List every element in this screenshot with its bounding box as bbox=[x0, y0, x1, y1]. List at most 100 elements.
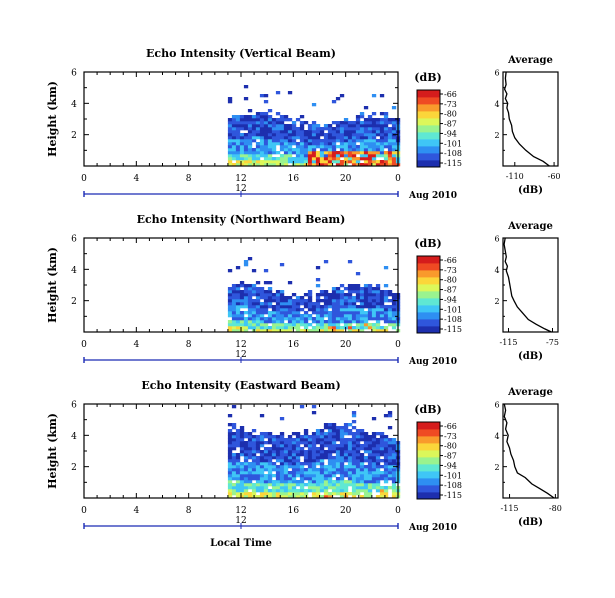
echo-cell bbox=[227, 459, 233, 463]
echo-cell bbox=[351, 287, 357, 291]
echo-cell bbox=[271, 151, 277, 155]
echo-cell bbox=[275, 480, 281, 484]
echo-cell bbox=[355, 163, 361, 167]
echo-cell bbox=[295, 468, 301, 472]
echo-cell bbox=[287, 148, 293, 152]
echo-cell bbox=[279, 483, 285, 487]
echo-cell bbox=[387, 118, 393, 122]
echo-cell bbox=[335, 480, 341, 484]
y-axis-label: Height (km) bbox=[46, 247, 59, 323]
echo-cell bbox=[359, 462, 365, 466]
echo-cell bbox=[367, 453, 373, 457]
echo-cell bbox=[251, 429, 257, 433]
echo-cell bbox=[259, 483, 265, 487]
echo-cell bbox=[379, 94, 385, 98]
echo-cell bbox=[275, 124, 281, 128]
echo-cell bbox=[343, 302, 349, 306]
echo-cell bbox=[347, 260, 353, 264]
echo-cell bbox=[359, 302, 365, 306]
echo-cell bbox=[227, 441, 233, 445]
echo-cell bbox=[227, 462, 233, 466]
echo-cell bbox=[279, 163, 285, 167]
echo-cell bbox=[387, 142, 393, 146]
echo-cell bbox=[315, 151, 321, 155]
echo-cell bbox=[247, 302, 253, 306]
echo-cell bbox=[299, 314, 305, 318]
echo-cell bbox=[347, 296, 353, 300]
echo-cell bbox=[251, 471, 257, 475]
echo-cell bbox=[331, 127, 337, 131]
echo-cell bbox=[287, 453, 293, 457]
echo-cell bbox=[375, 477, 381, 481]
echo-cell bbox=[275, 465, 281, 469]
echo-cell bbox=[307, 465, 313, 469]
echo-cell bbox=[315, 127, 321, 131]
echo-cell bbox=[351, 471, 357, 475]
echo-cell bbox=[347, 438, 353, 442]
echo-cell bbox=[279, 296, 285, 300]
echo-cell bbox=[279, 308, 285, 312]
echo-cell bbox=[231, 145, 237, 149]
echo-cell bbox=[275, 142, 281, 146]
echo-cell bbox=[355, 133, 361, 137]
echo-cell bbox=[359, 495, 365, 499]
echo-cell bbox=[259, 435, 265, 439]
echo-cell bbox=[359, 438, 365, 442]
echo-cell bbox=[371, 148, 377, 152]
echo-cell bbox=[355, 296, 361, 300]
echo-cell bbox=[347, 160, 353, 164]
echo-cell bbox=[239, 326, 245, 330]
echo-cell bbox=[259, 133, 265, 137]
echo-cell bbox=[227, 320, 233, 324]
echo-cell bbox=[291, 495, 297, 499]
echo-cell bbox=[291, 302, 297, 306]
echo-cell bbox=[259, 441, 265, 445]
echo-cell bbox=[379, 459, 385, 463]
echo-cell bbox=[243, 142, 249, 146]
echo-cell bbox=[379, 112, 385, 116]
colorbar-frame bbox=[416, 421, 441, 500]
echo-cell bbox=[255, 115, 261, 119]
echo-cell bbox=[231, 302, 237, 306]
echo-cell bbox=[351, 163, 357, 167]
echo-cell bbox=[251, 136, 257, 140]
echo-cell bbox=[255, 314, 261, 318]
panel-title: Echo Intensity (Eastward Beam) bbox=[141, 379, 340, 392]
echo-cell bbox=[375, 432, 381, 436]
echo-cell bbox=[299, 323, 305, 327]
echo-cell bbox=[243, 290, 249, 294]
echo-cell bbox=[287, 296, 293, 300]
echo-cell bbox=[347, 320, 353, 324]
echo-cell bbox=[391, 323, 397, 327]
echo-cell bbox=[251, 317, 257, 321]
echo-cell bbox=[287, 474, 293, 478]
echo-cell bbox=[331, 438, 337, 442]
echo-cell bbox=[359, 314, 365, 318]
echo-cell bbox=[367, 157, 373, 161]
echo-cell bbox=[391, 447, 397, 451]
echo-cell bbox=[227, 323, 233, 327]
echo-cell bbox=[271, 483, 277, 487]
echo-cell bbox=[387, 320, 393, 324]
echo-cell bbox=[243, 154, 249, 158]
echo-cell bbox=[275, 486, 281, 490]
echo-cell bbox=[331, 311, 337, 315]
colorbar-swatch bbox=[417, 104, 440, 112]
echo-cell bbox=[227, 314, 233, 318]
echo-cell bbox=[255, 130, 261, 134]
echo-cell bbox=[239, 302, 245, 306]
echo-cell bbox=[355, 151, 361, 155]
echo-cell bbox=[255, 471, 261, 475]
echo-cell bbox=[363, 465, 369, 469]
echo-cell bbox=[359, 435, 365, 439]
echo-cell bbox=[231, 142, 237, 146]
echo-cell bbox=[243, 495, 249, 499]
echo-cell bbox=[251, 284, 257, 288]
echo-cell bbox=[363, 435, 369, 439]
colorbar-swatch bbox=[417, 270, 440, 278]
echo-cell bbox=[307, 447, 313, 451]
echo-cell bbox=[263, 136, 269, 140]
echo-cell bbox=[271, 453, 277, 457]
colorbar-swatch bbox=[417, 256, 440, 264]
echo-cell bbox=[251, 308, 257, 312]
